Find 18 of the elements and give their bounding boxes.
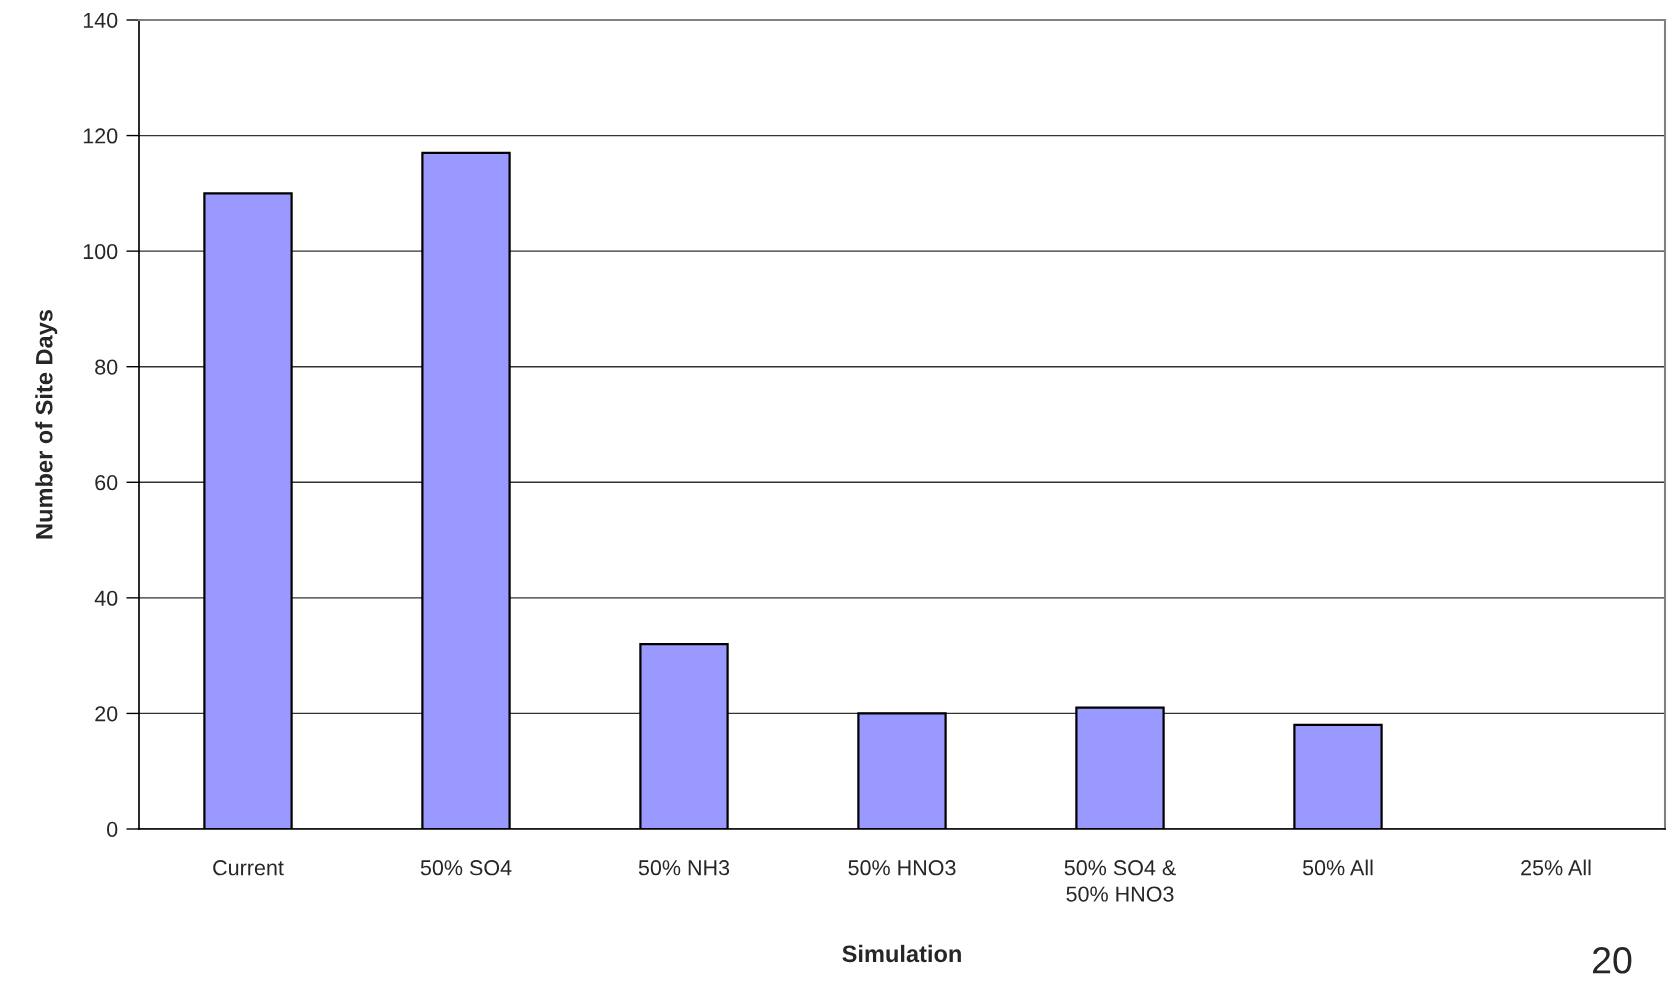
x-axis-title: Simulation xyxy=(842,944,961,963)
y-axis-title: Number of Site Days xyxy=(35,310,58,539)
text: 20 xyxy=(1593,947,1632,974)
y-tick-label: 20 xyxy=(95,706,118,722)
y-tick-label: 100 xyxy=(83,243,118,260)
y-tick-label: 40 xyxy=(94,590,118,606)
x-tick-label: Current xyxy=(213,860,284,876)
y-tick-label: 80 xyxy=(95,359,118,375)
x-tick-label: 50% NH3 xyxy=(638,860,730,876)
x-tick-label: 50% SO4 xyxy=(420,860,512,876)
x-tick-label: 50% HNO3 xyxy=(848,860,956,876)
y-tick-label: 120 xyxy=(83,128,118,144)
y-tick-label: 0 xyxy=(107,821,118,838)
x-tick-label: 25% All xyxy=(1521,859,1591,876)
x-tick-label: 50% All xyxy=(1302,859,1373,876)
y-tick-label: 140 xyxy=(83,12,118,29)
y-tick-label: 60 xyxy=(95,475,118,491)
x-tick-label: 50% SO4 & 50% HNO3 xyxy=(1064,860,1176,902)
